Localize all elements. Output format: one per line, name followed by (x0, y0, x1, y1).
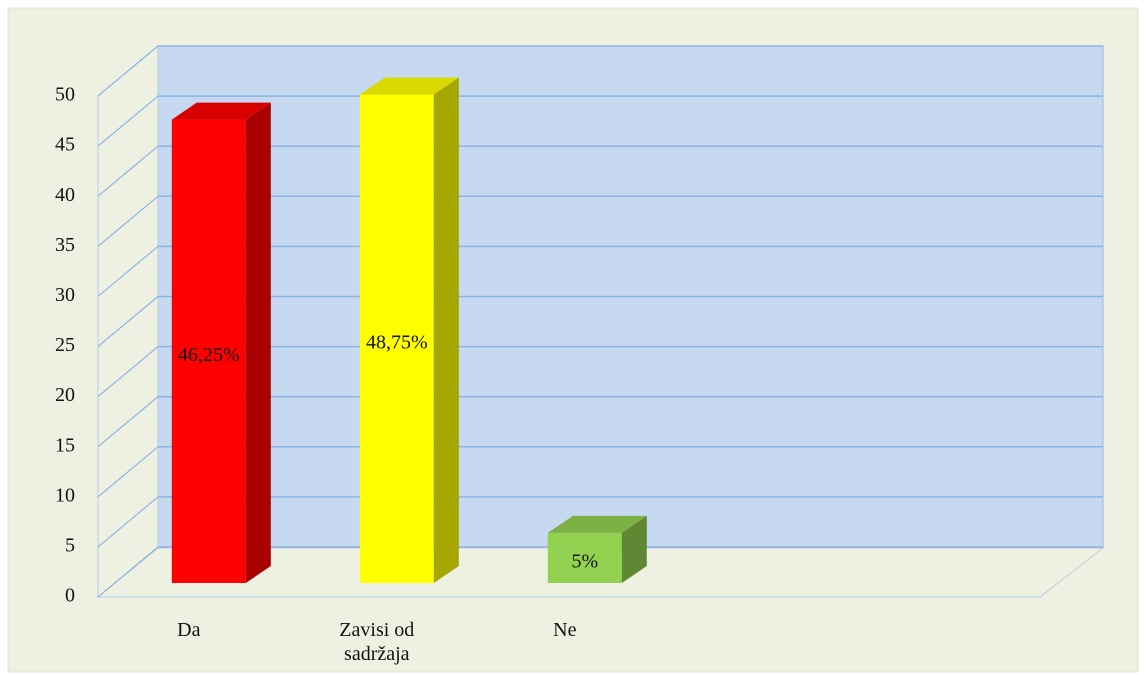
side-grid-line (97, 346, 159, 398)
side-grid-line (97, 396, 159, 448)
bar-side (433, 77, 459, 584)
y-tick-label: 40 (55, 184, 75, 206)
y-tick-label: 30 (55, 284, 75, 306)
y-tick-label: 15 (55, 434, 75, 456)
bar-top (547, 515, 647, 533)
x-tick-label: Da (177, 619, 201, 641)
side-grid-line (97, 546, 159, 598)
x-tick-label: Zavisi od sadržaja (339, 619, 415, 665)
y-tick-label: 10 (55, 484, 75, 506)
y-tick-label: 5 (65, 534, 75, 556)
side-grid-line (97, 145, 159, 197)
side-grid-line (97, 496, 159, 548)
bar-top (359, 77, 459, 95)
value-label: 46,25% (178, 344, 240, 366)
y-tick-label: 45 (55, 134, 75, 156)
side-grid-line (97, 95, 159, 147)
side-grid-line (97, 245, 159, 297)
side-grid-line (97, 446, 159, 498)
x-tick-label: Ne (553, 619, 577, 641)
side-grid-line (97, 195, 159, 247)
y-tick-label: 25 (55, 334, 75, 356)
y-tick-label: 35 (55, 234, 75, 256)
bar-side (621, 515, 647, 583)
bar-top (171, 102, 271, 120)
value-label: 5% (571, 551, 598, 573)
y-tick-label: 50 (55, 84, 75, 106)
y-tick-label: 20 (55, 384, 75, 406)
y-tick-label: 0 (65, 585, 75, 607)
bar-front (547, 532, 622, 583)
value-label: 48,75% (366, 331, 428, 353)
bar-front (359, 94, 434, 584)
bar-side (245, 102, 271, 583)
side-grid-line (97, 296, 159, 347)
side-grid-line (97, 45, 159, 97)
bar-front (171, 119, 246, 583)
